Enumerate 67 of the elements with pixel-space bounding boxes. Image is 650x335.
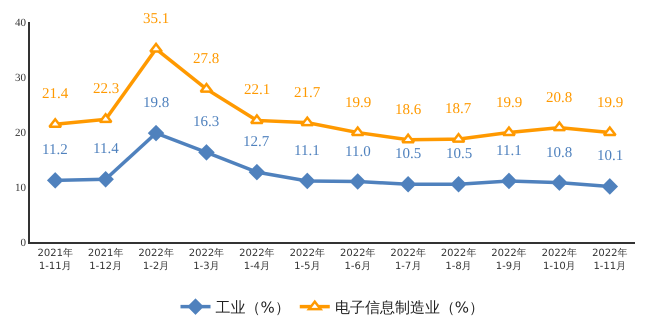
data-label: 27.8 [193,51,220,67]
point [350,126,365,136]
data-label: 21.4 [42,86,69,102]
data-label: 18.6 [395,102,422,118]
y-tick-label: 20 [15,126,27,139]
data-label: 22.1 [244,82,270,98]
point [350,174,366,190]
data-label: 11.1 [496,143,522,159]
point [47,172,63,188]
x-tick-label: 2022年 1-11月 [592,246,628,272]
point [400,176,416,192]
point [602,126,617,136]
y-tick-label: 40 [15,16,27,29]
point [198,144,214,160]
data-label: 11.0 [345,144,371,160]
data-label: 19.8 [143,95,170,111]
point [300,173,316,189]
x-tick-label: 2022年 1-9月 [491,246,527,272]
data-label: 18.7 [445,101,472,117]
y-tick-label: 0 [20,236,27,249]
data-label: 10.8 [546,145,572,161]
data-label: 10.5 [446,146,472,162]
point [300,116,314,126]
data-label: 12.7 [243,134,270,150]
x-tick-label: 2022年 1-10月 [542,246,578,272]
x-tick-label: 2022年 1-7月 [390,246,426,272]
point [452,132,466,143]
x-tick-label: 2022年 1-3月 [188,246,224,272]
legend-label: 工业（%） [216,298,290,316]
data-label: 22.3 [93,81,120,97]
data-label: 20.8 [546,90,572,106]
data-label: 10.1 [597,148,624,164]
data-label: 19.9 [496,95,522,111]
point [501,173,517,189]
data-label: 10.5 [395,146,422,162]
x-tick-label: 2022年 1-6月 [340,246,376,272]
point [149,42,164,53]
data-label: 11.2 [42,142,68,158]
point [502,126,516,136]
point [450,176,466,192]
point [98,172,114,188]
data-label: 11.4 [93,141,120,157]
point [148,125,164,141]
point [250,114,264,124]
x-tick-label: 2021年 1-11月 [37,246,73,272]
x-tick-label: 2022年 1-4月 [239,246,275,272]
point [602,178,618,194]
data-label: 19.9 [597,95,624,111]
data-label: 19.9 [345,95,372,111]
point [552,174,568,190]
data-label: 21.7 [294,85,321,101]
x-tick-label: 2022年 1-8月 [440,246,476,272]
x-tick-label: 2022年 1-2月 [138,246,174,272]
data-label: 35.1 [143,11,170,27]
point [199,82,214,93]
y-tick-label: 10 [15,182,27,194]
data-label: 16.3 [193,114,220,130]
y-tick-label: 30 [15,72,27,84]
data-label: 11.1 [294,143,320,159]
x-tick-label: 2021年 1-12月 [88,246,124,272]
point [98,113,113,124]
legend-label: 电子信息制造业（%） [334,298,484,316]
x-tick-label: 2022年 1-5月 [290,246,326,272]
point [249,164,265,180]
point [552,121,566,132]
point [401,133,416,144]
point [48,118,62,128]
